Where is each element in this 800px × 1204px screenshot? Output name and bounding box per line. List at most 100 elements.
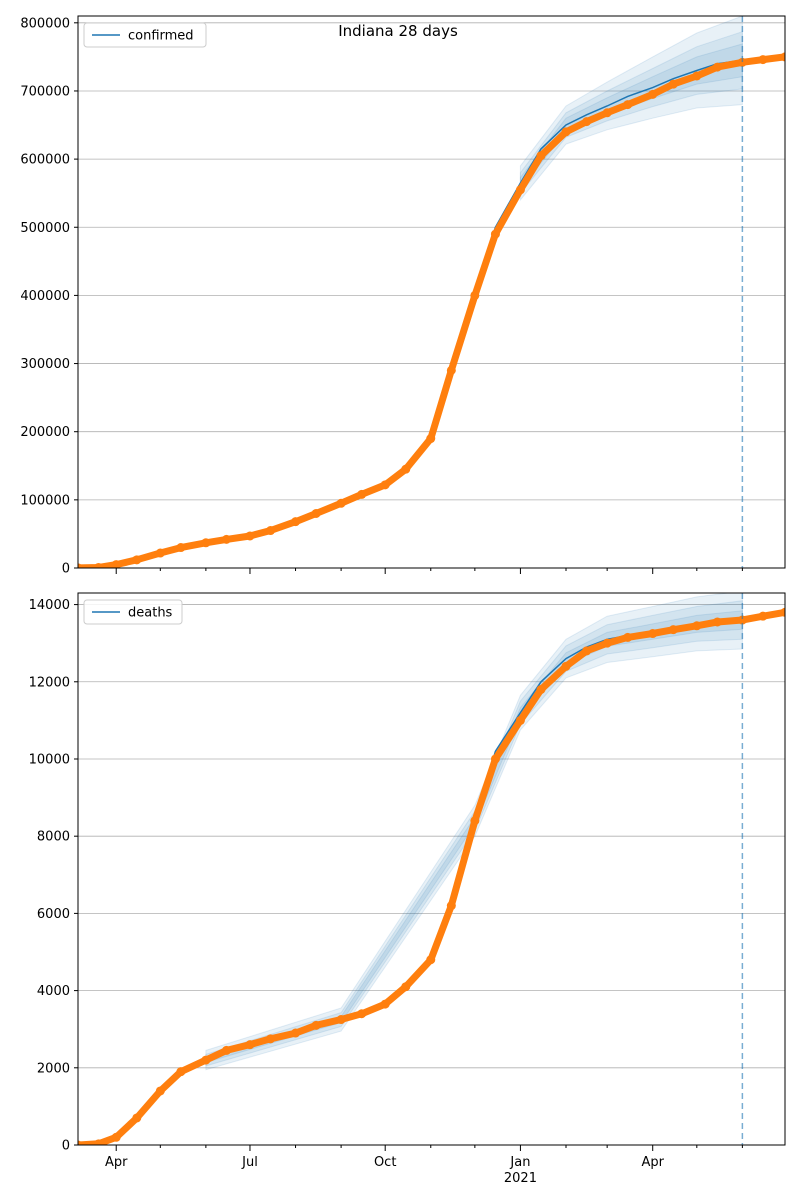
series-line-confirmed	[78, 59, 743, 568]
x-tick-label: Apr	[641, 1155, 664, 1170]
x-tick-label: Jan	[509, 1155, 530, 1170]
y-tick-label: 6000	[37, 907, 70, 922]
observed-point	[470, 290, 480, 300]
y-tick-label: 300000	[20, 357, 70, 372]
y-tick-label: 0	[62, 562, 70, 577]
observed-point	[668, 625, 678, 635]
observed-point	[78, 563, 83, 568]
observed-point	[78, 1140, 83, 1145]
observed-point	[336, 1015, 346, 1025]
y-tick-label: 10000	[29, 752, 70, 767]
observed-point	[266, 526, 276, 536]
observed-point	[623, 632, 633, 642]
legend: deaths	[83, 599, 183, 625]
legend-label: confirmed	[128, 29, 194, 44]
observed-point	[221, 1045, 231, 1055]
observed-point	[561, 127, 571, 137]
y-tick-label: 12000	[29, 675, 70, 690]
series-line-deaths	[78, 619, 743, 1145]
observed-point	[515, 185, 525, 195]
observed-point	[446, 365, 456, 375]
observed-point	[536, 685, 546, 695]
observed-point	[490, 229, 500, 239]
observed-point	[426, 434, 436, 444]
observed-point	[602, 108, 612, 118]
observed-point	[291, 1028, 301, 1038]
observed-point	[737, 615, 747, 625]
y-tick-label: 2000	[37, 1061, 70, 1076]
observed-point	[291, 517, 301, 527]
observed-point	[221, 534, 231, 544]
observed-point	[470, 816, 480, 826]
plot-area	[78, 593, 785, 1145]
observed-point	[245, 1040, 255, 1050]
observed-point	[311, 1020, 321, 1030]
observed-point	[758, 611, 768, 621]
y-tick-label: 600000	[20, 153, 70, 168]
y-tick-label: 100000	[20, 493, 70, 508]
x-tick-sublabel: 2021	[504, 1171, 537, 1186]
observed-point	[758, 55, 768, 65]
x-tick-label: Apr	[105, 1155, 128, 1170]
observed-point	[266, 1034, 276, 1044]
observed-point	[176, 543, 186, 553]
observed-point	[536, 151, 546, 161]
uncertainty-band	[519, 16, 743, 202]
observed-point	[582, 646, 592, 656]
observed-point	[712, 62, 722, 72]
observed-point	[602, 638, 612, 648]
observed-point	[155, 548, 165, 558]
y-tick-label: 8000	[37, 830, 70, 845]
observed-point	[780, 607, 785, 617]
y-tick-label: 800000	[20, 16, 70, 31]
observed-point	[311, 508, 321, 518]
observed-point	[515, 715, 525, 725]
panel-2: 0 2000 4000 6000 8000 10000 12000 14000 Apr Jul Oc…	[29, 592, 786, 1186]
observed-point	[401, 982, 411, 992]
observed-point	[132, 1113, 142, 1123]
observed-point	[336, 498, 346, 508]
observed-point	[446, 901, 456, 911]
observed-point	[561, 661, 571, 671]
panel-1: 0 100000 200000 300000 400000 500000 600000 700…	[20, 15, 786, 577]
legend-label: deaths	[128, 606, 173, 621]
observed-point	[712, 617, 722, 627]
observed-point	[623, 100, 633, 110]
observed-point	[648, 629, 658, 639]
y-tick-label: 400000	[20, 289, 70, 304]
y-tick-label: 200000	[20, 425, 70, 440]
observed-point	[155, 1086, 165, 1096]
y-tick-label: 14000	[29, 598, 70, 613]
axes-frame	[77, 592, 786, 1146]
observed-point	[245, 531, 255, 541]
observed-point	[401, 464, 411, 474]
axes-frame	[77, 15, 786, 569]
observed-point	[357, 489, 367, 499]
observed-point	[668, 79, 678, 89]
observed-point	[692, 621, 702, 631]
observed-point	[132, 555, 142, 565]
observed-point	[111, 560, 121, 568]
y-tick-label: 4000	[37, 984, 70, 999]
observed-point	[780, 52, 785, 62]
observed-point	[94, 562, 104, 568]
legend-box	[83, 599, 183, 625]
observed-point	[357, 1009, 367, 1019]
observed-point	[94, 1139, 104, 1145]
y-tick-label: 500000	[20, 221, 70, 236]
observed-point	[380, 480, 390, 490]
legend: confirmed	[83, 22, 207, 48]
y-tick-label: 700000	[20, 84, 70, 99]
legend-box	[83, 22, 207, 48]
observed-line	[78, 53, 785, 568]
observed-point	[111, 1132, 121, 1142]
observed-point	[648, 89, 658, 99]
plot-area	[78, 16, 785, 568]
observed-point	[582, 117, 592, 127]
observed-point	[201, 538, 211, 548]
x-tick-label: Oct	[374, 1155, 396, 1170]
y-tick-label: 0	[62, 1139, 70, 1154]
observed-point	[692, 71, 702, 81]
observed-point	[737, 57, 747, 67]
